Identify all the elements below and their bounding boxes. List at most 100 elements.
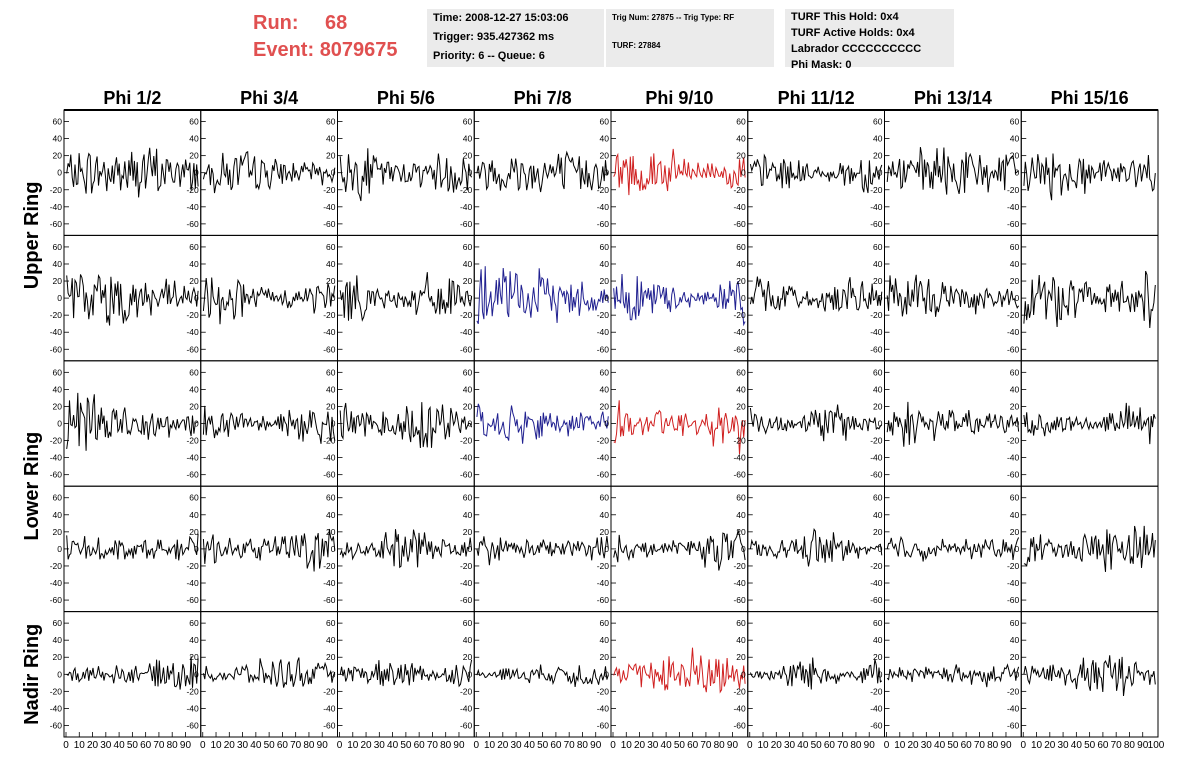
ytick-label: 20 xyxy=(463,276,473,286)
xtick-label: 50 xyxy=(811,740,823,751)
ytick-label: 40 xyxy=(600,259,610,269)
xtick-label: 30 xyxy=(1058,740,1070,751)
ytick-label: -40 xyxy=(733,202,746,212)
ytick-label: -40 xyxy=(323,327,336,337)
ytick-label: -60 xyxy=(870,470,883,480)
ytick-label: 0 xyxy=(468,293,473,303)
waveform-trace-r3-c4 xyxy=(476,403,609,444)
xtick-label: 60 xyxy=(824,740,836,751)
xtick-label: 60 xyxy=(140,740,152,751)
ytick-label: -20 xyxy=(1007,310,1020,320)
ytick-label: -20 xyxy=(870,185,883,195)
ytick-label: 40 xyxy=(873,384,883,394)
xtick-label: 60 xyxy=(414,740,426,751)
ytick-label: -60 xyxy=(1007,720,1020,730)
xtick-label: 0 xyxy=(337,740,343,751)
ytick-label: 60 xyxy=(600,493,610,503)
row-group-label-1: Upper Ring xyxy=(21,182,43,290)
xtick-label: 30 xyxy=(647,740,659,751)
ytick-label: 20 xyxy=(189,401,199,411)
run-line: Run: 68 xyxy=(253,10,398,37)
waveform-trace-r1-c3 xyxy=(339,148,473,202)
xtick-label: 80 xyxy=(714,740,726,751)
ytick-label: 0 xyxy=(194,669,199,679)
ytick-label: -60 xyxy=(323,720,336,730)
xtick-label: 0 xyxy=(200,740,206,751)
ytick-label: 60 xyxy=(1010,242,1020,252)
column-header-5: Phi 9/10 xyxy=(645,88,713,108)
panel-frame-r5-c2 xyxy=(200,611,338,738)
ytick-label: -20 xyxy=(460,561,473,571)
ytick-label: 0 xyxy=(57,168,62,178)
waveform-trace-r5-c6 xyxy=(749,657,883,690)
waveform-trace-r3-c8 xyxy=(1023,402,1156,445)
waveform-trace-r5-c7 xyxy=(886,663,1020,688)
ytick-label: 60 xyxy=(736,367,746,377)
panel-frame-r5-c7 xyxy=(884,611,1022,738)
waveform-trace-r1-c4 xyxy=(476,150,609,193)
waveform-trace-r5-c2 xyxy=(202,657,336,688)
ytick-label: 60 xyxy=(189,493,199,503)
ytick-label: -40 xyxy=(460,327,473,337)
ytick-label: -60 xyxy=(870,595,883,605)
xtick-label: 40 xyxy=(250,740,262,751)
ytick-label: 40 xyxy=(736,384,746,394)
ytick-label: -20 xyxy=(323,686,336,696)
ytick-label: 20 xyxy=(463,527,473,537)
row-group-label-3: Nadir Ring xyxy=(21,624,43,725)
waveform-trace-r2-c2 xyxy=(202,277,336,325)
xtick-label: 20 xyxy=(224,740,236,751)
ytick-label: 40 xyxy=(326,635,336,645)
ytick-label: 40 xyxy=(873,635,883,645)
ytick-label: 40 xyxy=(736,134,746,144)
xtick-label: 80 xyxy=(1124,740,1136,751)
panel-frame-r2-c8 xyxy=(1020,234,1159,362)
waveform-trace-r1-c5 xyxy=(613,148,746,196)
waveform-trace-r4-c5 xyxy=(613,530,746,571)
ytick-label: 60 xyxy=(873,117,883,127)
trig-num-text: Trig Num: 27875 -- Trig Type: RF xyxy=(612,13,735,22)
ytick-label: -60 xyxy=(186,720,199,730)
ytick-label: 0 xyxy=(468,168,473,178)
xtick-label: 10 xyxy=(484,740,496,751)
ytick-label: -40 xyxy=(50,202,63,212)
ytick-label: 0 xyxy=(194,293,199,303)
ytick-label: 20 xyxy=(189,151,199,161)
xtick-label: 10 xyxy=(210,740,222,751)
ytick-label: 60 xyxy=(189,367,199,377)
waveform-trace-r2-c1 xyxy=(66,274,199,326)
run-label: Run: xyxy=(253,12,299,34)
ytick-label: -20 xyxy=(597,436,610,446)
ytick-label: -40 xyxy=(1007,703,1020,713)
ytick-label: -60 xyxy=(323,219,336,229)
xtick-label: 20 xyxy=(771,740,783,751)
waveform-trace-r1-c2 xyxy=(202,151,336,194)
xtick-label: 70 xyxy=(1111,740,1123,751)
xtick-label: 70 xyxy=(564,740,576,751)
ytick-label: 60 xyxy=(736,117,746,127)
xtick-label: 50 xyxy=(1084,740,1096,751)
xtick-label: 80 xyxy=(987,740,999,751)
ytick-label: 40 xyxy=(189,635,199,645)
ytick-label: -20 xyxy=(50,436,63,446)
xtick-label: 40 xyxy=(797,740,809,751)
ytick-label: 0 xyxy=(331,669,336,679)
ytick-label: 60 xyxy=(326,618,336,628)
ytick-label: 20 xyxy=(189,652,199,662)
xtick-label: 40 xyxy=(934,740,946,751)
ytick-label: -40 xyxy=(50,578,63,588)
ytick-label: -40 xyxy=(186,578,199,588)
turf-this-hold-text: TURF This Hold: 0x4 xyxy=(791,11,899,23)
ytick-label: -20 xyxy=(870,686,883,696)
ytick-label: 20 xyxy=(189,527,199,537)
ytick-label: 0 xyxy=(1015,168,1020,178)
xtick-label: 40 xyxy=(661,740,673,751)
panel-frame-r2-c5 xyxy=(610,234,749,362)
ytick-label: -60 xyxy=(460,219,473,229)
ytick-label: 0 xyxy=(57,293,62,303)
ytick-label: 0 xyxy=(194,419,199,429)
xtick-label: 20 xyxy=(360,740,372,751)
ytick-label: 40 xyxy=(1010,134,1020,144)
ytick-label: -40 xyxy=(1007,202,1020,212)
ytick-label: -60 xyxy=(186,344,199,354)
